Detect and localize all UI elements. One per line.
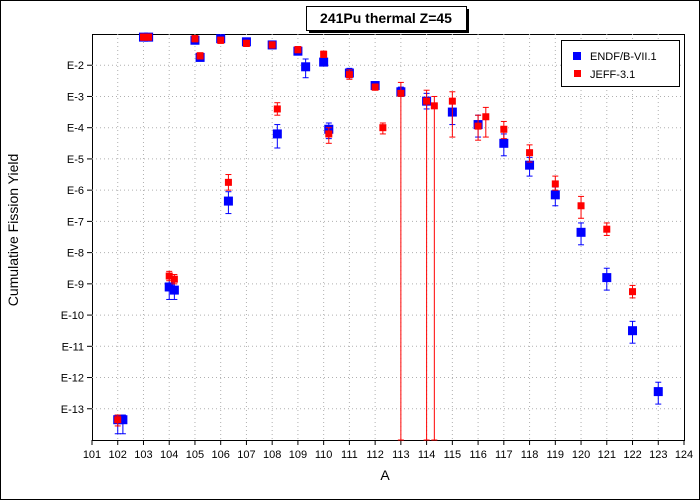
data-point [223, 196, 233, 206]
y-tick-label: E-12 [61, 373, 84, 385]
x-tick-label: 122 [623, 449, 641, 461]
y-tick-label: E-5 [67, 154, 84, 166]
data-series [113, 32, 663, 441]
data-point [482, 113, 490, 121]
y-tick-label: E-4 [67, 123, 84, 135]
data-point [118, 415, 128, 425]
data-point [628, 326, 638, 336]
y-tick-label: E-7 [67, 216, 84, 228]
data-point [576, 227, 586, 237]
y-tick-label: E-13 [61, 404, 84, 416]
data-point [397, 89, 405, 97]
data-point [577, 202, 585, 210]
y-tick-label: E-10 [61, 310, 84, 322]
plot-area [92, 34, 685, 441]
data-point [224, 178, 232, 186]
legend-marker-endf [573, 52, 581, 60]
data-point [602, 273, 612, 283]
data-point [430, 102, 438, 110]
x-axis-label: A [380, 467, 390, 483]
x-tick-label: 111 [341, 449, 358, 461]
x-tick-label: 118 [521, 449, 539, 461]
x-tick-label: 101 [83, 449, 101, 461]
axis-ticks [87, 64, 685, 445]
y-tick-label: E-6 [67, 185, 84, 197]
y-tick-label: E-2 [67, 60, 84, 72]
data-point [191, 35, 199, 43]
data-point [345, 71, 353, 79]
x-tick-label: 116 [469, 449, 487, 461]
y-tick-label: E-8 [67, 248, 84, 260]
grid [92, 34, 684, 440]
legend-label-endf: ENDF/B-VII.1 [590, 51, 657, 63]
x-tick-label: 105 [186, 449, 204, 461]
series-jeff [114, 33, 637, 441]
legend-label-jeff: JEFF-3.1 [590, 69, 635, 81]
data-point [371, 83, 379, 91]
x-tick-label: 103 [134, 449, 152, 461]
data-point [114, 416, 122, 424]
data-point [603, 225, 611, 233]
x-tick-label: 107 [237, 449, 255, 461]
y-tick-label: E-9 [67, 279, 84, 291]
data-point [294, 46, 302, 54]
data-point [526, 149, 534, 157]
data-point [196, 52, 204, 60]
data-point [653, 387, 663, 397]
y-tick-label: E-11 [62, 341, 84, 353]
y-tick-labels: E-2 E-3 E-4 E-5 E-6 E-7 E-8 E-9 E-10 E-11 E-12 E-13 [61, 60, 84, 416]
x-tick-label: 114 [418, 449, 436, 461]
x-tick-label: 123 [649, 449, 667, 461]
x-tick-label: 112 [366, 449, 384, 461]
data-point [319, 57, 329, 67]
data-point [268, 41, 276, 49]
data-point [325, 130, 333, 138]
x-tick-label: 102 [109, 449, 127, 461]
x-tick-label: 106 [212, 449, 230, 461]
x-tick-label: 119 [547, 449, 565, 461]
data-point [550, 190, 560, 200]
data-point [320, 50, 328, 58]
data-point [169, 285, 179, 295]
data-point [551, 180, 559, 188]
x-tick-label: 121 [598, 449, 616, 461]
data-point [164, 282, 174, 292]
chart-title: 241Pu thermal Z=45 [320, 10, 452, 26]
data-point [499, 138, 509, 148]
data-point [423, 97, 431, 105]
data-point [165, 272, 173, 280]
title-box [306, 6, 467, 31]
x-tick-label: 113 [392, 449, 410, 461]
data-point [170, 275, 178, 283]
data-point [629, 288, 637, 296]
data-point [272, 129, 282, 139]
legend: ENDF/B-VII.1 JEFF-3.1 [561, 40, 680, 87]
data-point [242, 39, 250, 47]
x-tick-label: 109 [289, 449, 307, 461]
x-tick-label: 120 [572, 449, 590, 461]
data-point [379, 124, 387, 132]
x-tick-label: 117 [495, 449, 513, 461]
data-point [217, 36, 225, 44]
x-tick-label: 108 [263, 449, 281, 461]
x-tick-labels: 101 102 103 104 105 106 107 108 109 110 111 112 113 1… [83, 449, 693, 461]
legend-marker-jeff [574, 70, 581, 77]
data-point [500, 125, 508, 133]
legend-box [561, 40, 680, 87]
x-tick-label: 110 [315, 449, 333, 461]
x-tick-label: 124 [675, 449, 693, 461]
y-axis-label: Cumulative Fission Yield [5, 154, 21, 307]
x-tick-label: 104 [160, 449, 178, 461]
data-point [145, 33, 153, 41]
data-point [525, 160, 535, 170]
data-point [474, 122, 482, 130]
data-point [139, 33, 147, 41]
x-tick-label: 115 [444, 449, 462, 461]
y-tick-label: E-3 [67, 91, 84, 103]
data-point [301, 62, 311, 72]
data-point [273, 105, 281, 113]
data-point [448, 97, 456, 105]
